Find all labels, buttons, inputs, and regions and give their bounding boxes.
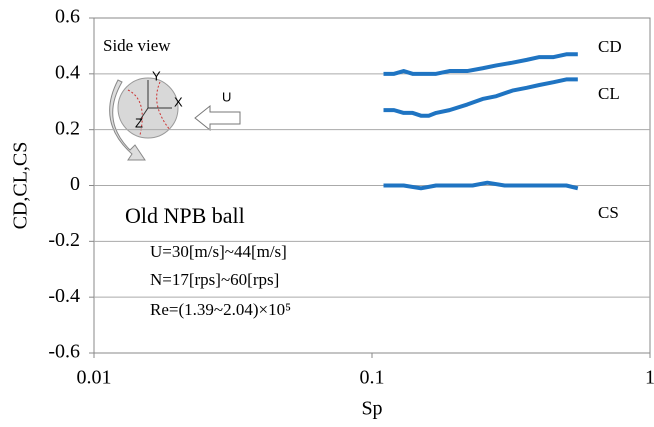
annotation: X [174, 94, 183, 109]
series-line [383, 52, 578, 76]
annotation: Old NPB ball [125, 203, 245, 228]
axis-z [139, 107, 149, 121]
annotation: Re=(1.39~2.04)×10⁵ [150, 300, 291, 319]
y-axis-label: CD,CL,CS [10, 142, 32, 230]
inset-ball [109, 77, 241, 161]
annotation: Z [135, 115, 143, 130]
y-tick-label: -0.2 [48, 229, 80, 251]
x-tick-label: 1 [645, 367, 654, 389]
y-tick-label: 0.6 [55, 6, 80, 28]
y-tick-label: 0 [70, 173, 80, 195]
y-tick-label: 0.4 [55, 61, 80, 83]
y-tick-label: -0.6 [48, 341, 80, 363]
x-axis-label: Sp [361, 398, 382, 420]
series-label: CD [598, 37, 622, 56]
y-tick-label: -0.4 [48, 285, 80, 307]
annotation: Y [152, 68, 161, 83]
x-tick-label: 0.01 [77, 367, 112, 389]
annotation: U=30[m/s]~44[m/s] [150, 242, 287, 261]
y-tick-label: 0.2 [55, 117, 80, 139]
annotation: Side view [103, 36, 171, 55]
series-label: CL [598, 84, 620, 103]
series-line [383, 77, 578, 118]
spin-arrow [109, 79, 146, 161]
series-line [383, 180, 579, 191]
series-label: CS [598, 203, 619, 222]
flow-arrow [194, 104, 241, 132]
annotation: U [222, 89, 231, 104]
x-tick-label: 0.1 [360, 367, 385, 389]
seam [156, 81, 171, 131]
annotation: N=17[rps]~60[rps] [150, 270, 279, 289]
